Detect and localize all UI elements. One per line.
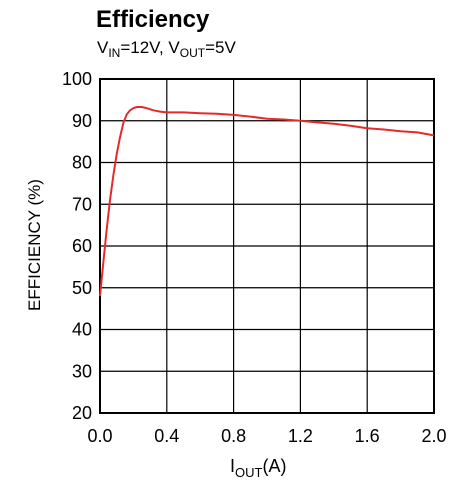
- x-tick-label: 1.2: [288, 426, 313, 446]
- y-tick-label: 30: [72, 361, 92, 381]
- x-tick-label: 0.0: [87, 426, 112, 446]
- y-tick-label: 80: [72, 153, 92, 173]
- y-tick-label: 90: [72, 111, 92, 131]
- efficiency-line: [99, 106, 435, 297]
- x-label-unit: (A): [262, 456, 287, 476]
- y-tick-label: 60: [72, 236, 92, 256]
- x-tick-label: 0.4: [154, 426, 179, 446]
- x-axis-label: IOUT(A): [230, 456, 286, 480]
- vout-symbol: V: [168, 38, 180, 57]
- y-tick-label: 100: [62, 69, 92, 89]
- series-layer: [99, 106, 435, 297]
- y-tick-labels: 20 30 40 50 60 70 80 90 100: [62, 69, 92, 423]
- vin-value: =12V,: [120, 38, 169, 57]
- x-tick-label: 2.0: [421, 426, 446, 446]
- x-tick-label: 1.6: [355, 426, 380, 446]
- y-axis-label: EFFICIENCY (%): [25, 179, 44, 311]
- chart-subtitle: VIN=12V, VOUT=5V: [97, 38, 236, 60]
- vout-value: =5V: [205, 38, 236, 57]
- vin-symbol: V: [97, 38, 109, 57]
- vout-subscript: OUT: [179, 46, 206, 60]
- y-tick-label: 70: [72, 194, 92, 214]
- x-label-symbol: I: [230, 456, 236, 476]
- x-label-subscript: OUT: [235, 465, 263, 480]
- x-tick-label: 0.8: [221, 426, 246, 446]
- plot-frame: [99, 78, 435, 414]
- x-tick-labels: 0.0 0.4 0.8 1.2 1.6 2.0: [87, 426, 446, 446]
- vin-subscript: IN: [108, 46, 121, 60]
- y-tick-label: 20: [72, 403, 92, 423]
- chart-title: Efficiency: [96, 6, 210, 33]
- y-tick-label: 40: [72, 320, 92, 340]
- y-tick-label: 50: [72, 278, 92, 298]
